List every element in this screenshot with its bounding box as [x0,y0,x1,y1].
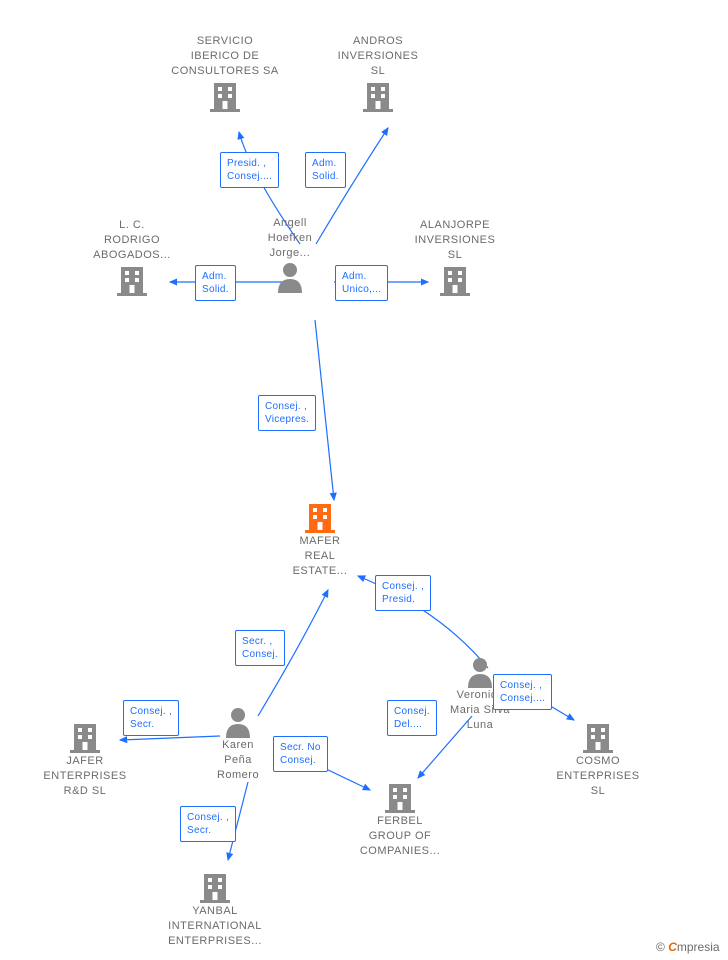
node-label: ALANJORPEINVERSIONESSL [390,218,520,263]
company-node-andros[interactable]: ANDROSINVERSIONESSL [313,34,443,113]
node-label: MAFERREALESTATE... [255,534,385,579]
edge-label-angell-andros: Adm.Solid. [305,152,346,188]
node-label: COSMOENTERPRISESSL [533,754,663,799]
node-label: YANBALINTERNATIONALENTERPRISES... [150,904,280,949]
node-label: AngellHoefkenJorge... [225,216,355,261]
edge-label-angell-alanjorpe: Adm.Unico,... [335,265,388,301]
node-label: FERBELGROUP OFCOMPANIES... [335,814,465,859]
edge-label-veronica-ferbel: Consej.Del.... [387,700,437,736]
node-label: SERVICIOIBERICO DECONSULTORES SA [160,34,290,79]
edge-label-karen-jafer: Consej. ,Secr. [123,700,179,736]
company-node-cosmo[interactable]: COSMOENTERPRISESSL [533,720,663,799]
company-node-mafer[interactable]: MAFERREALESTATE... [255,500,385,579]
company-node-lrodrigo[interactable]: L. C.RODRIGOABOGADOS... [67,218,197,297]
watermark: © Cmpresia [656,940,720,954]
edge-label-karen-mafer: Secr. ,Consej. [235,630,285,666]
edge-label-karen-ferbel: Secr. NoConsej. [273,736,328,772]
company-node-yanbal[interactable]: YANBALINTERNATIONALENTERPRISES... [150,870,280,949]
company-node-alanjorpe[interactable]: ALANJORPEINVERSIONESSL [390,218,520,297]
edge-label-angell-mafer: Consej. ,Vicepres. [258,395,316,431]
node-label: ANDROSINVERSIONESSL [313,34,443,79]
edge-label-veronica-cosmo: Consej. ,Consej.... [493,674,552,710]
copyright-symbol: © [656,940,665,954]
edge-label-angell-servicio: Presid. ,Consej.... [220,152,279,188]
edge-label-karen-yanbal: Consej. ,Secr. [180,806,236,842]
node-label: L. C.RODRIGOABOGADOS... [67,218,197,263]
company-node-servicio[interactable]: SERVICIOIBERICO DECONSULTORES SA [160,34,290,113]
node-label: JAFERENTERPRISESR&D SL [20,754,150,799]
brand-c: C [668,940,677,954]
edge-label-angell-lrodrigo: Adm.Solid. [195,265,236,301]
edge-label-veronica-mafer: Consej. ,Presid. [375,575,431,611]
brand-rest: mpresia [677,940,720,954]
company-node-ferbel[interactable]: FERBELGROUP OFCOMPANIES... [335,780,465,859]
edge-angell-mafer [315,320,334,500]
